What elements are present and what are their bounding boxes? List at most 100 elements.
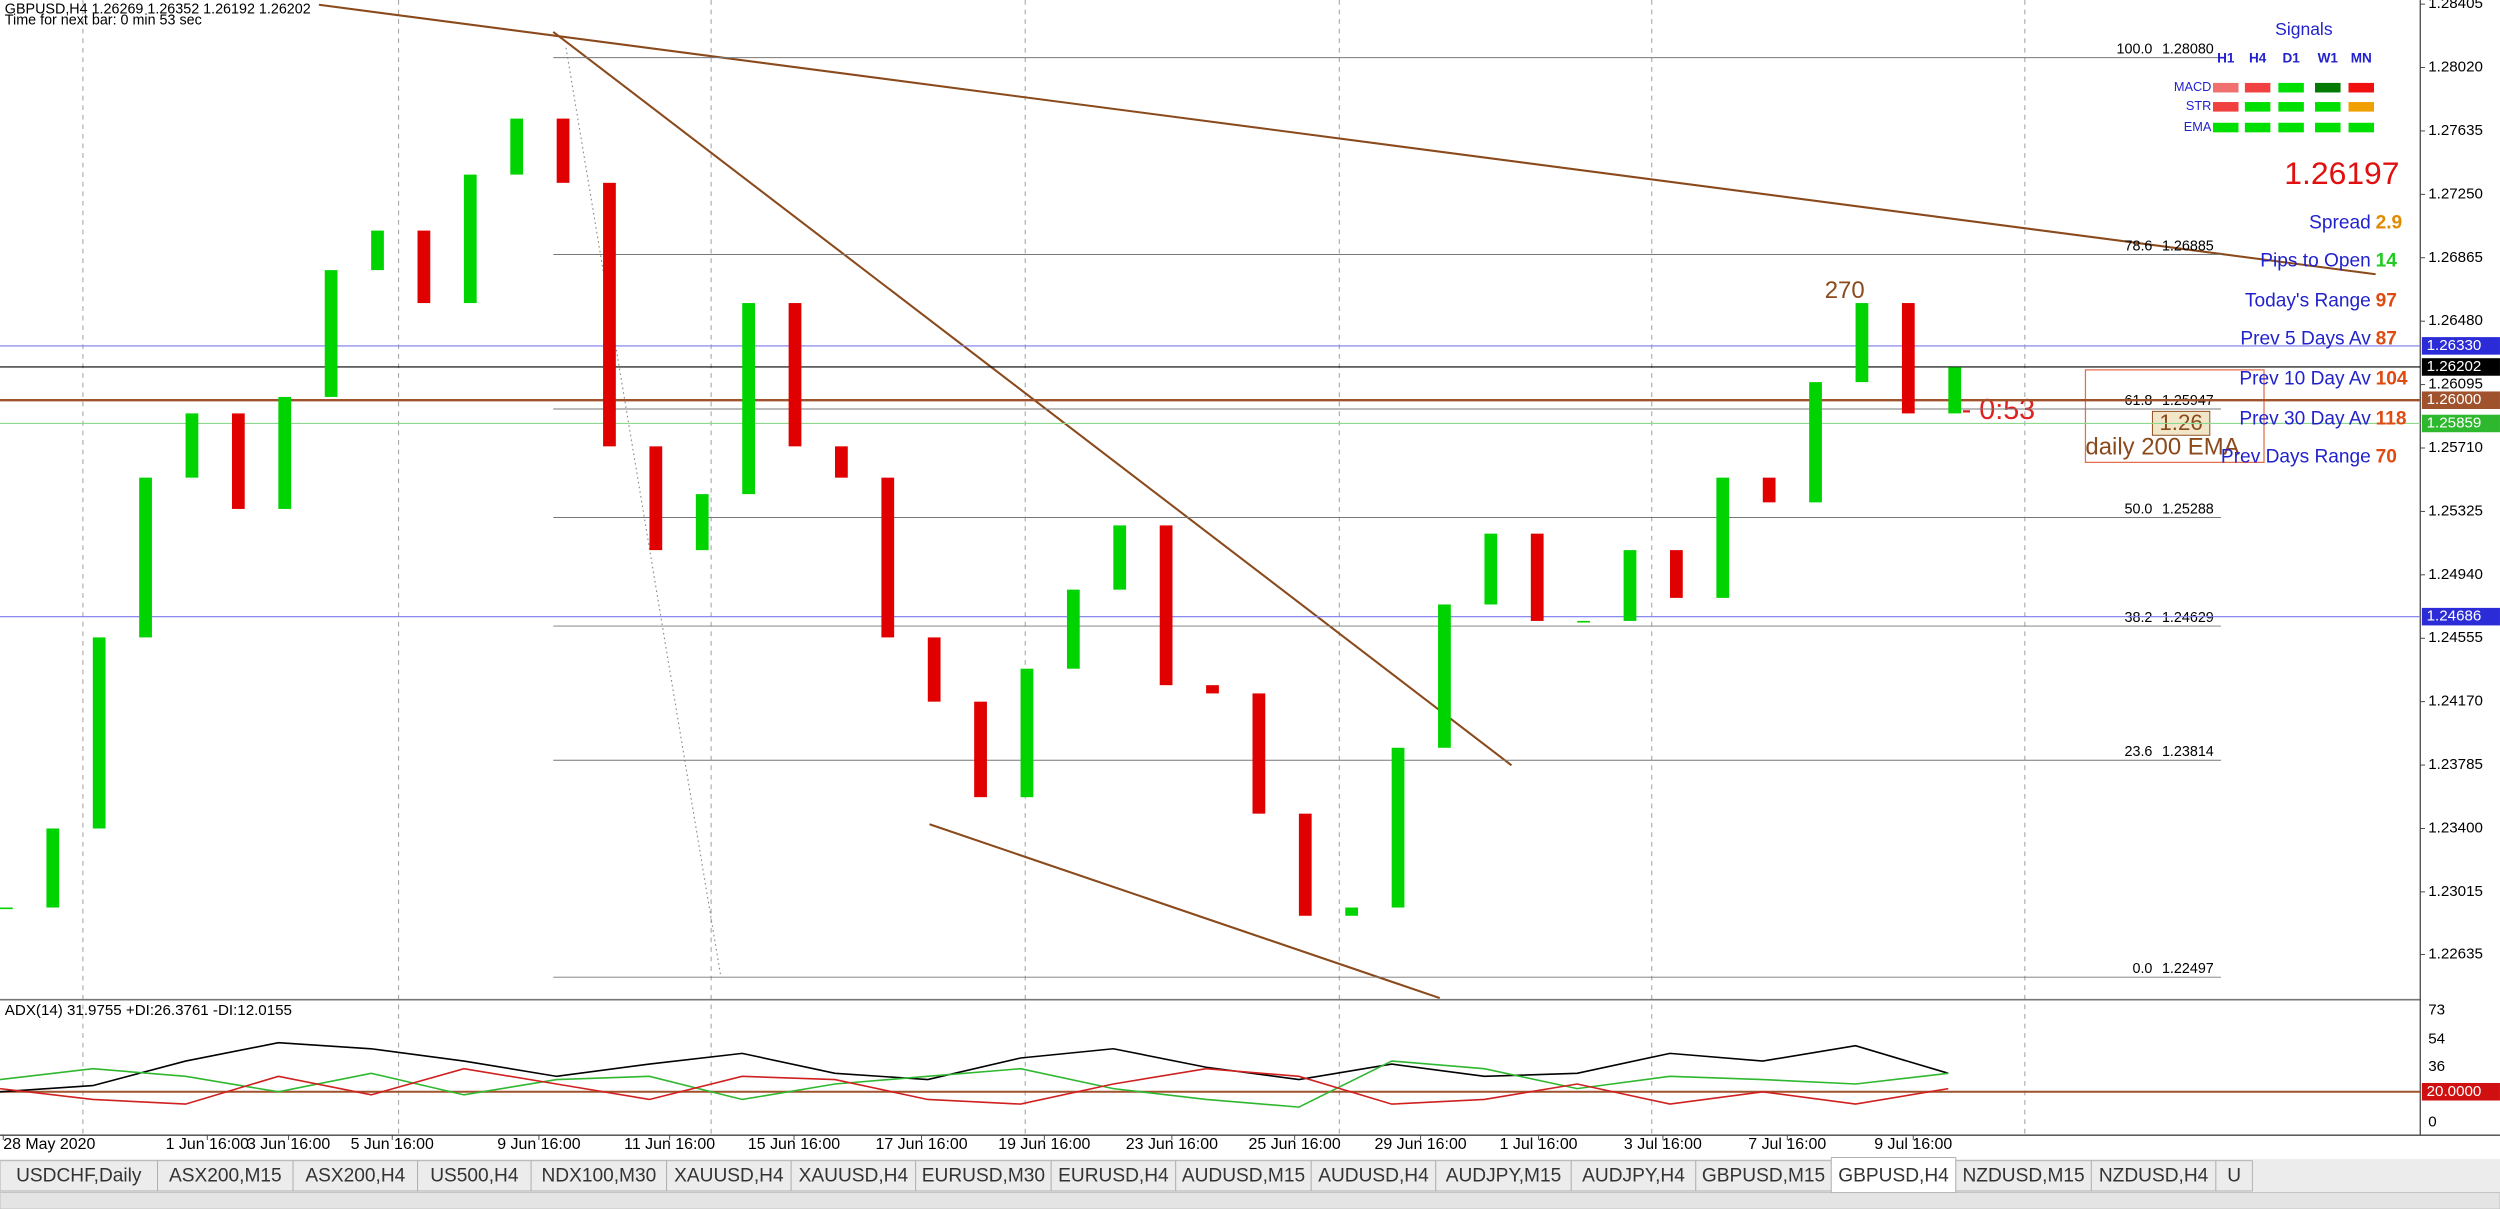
adx-tick-label: 73 <box>2428 1001 2445 1018</box>
date-label: 7 Jul 16:00 <box>1748 1136 1826 1153</box>
candle <box>1206 685 1219 694</box>
signal-cell <box>2278 82 2304 93</box>
candle <box>927 637 941 702</box>
adx-label: ADX(14) 31.9755 +DI:26.3761 -DI:12.0155 <box>5 1002 292 1019</box>
stat-value: 118 <box>2376 408 2407 429</box>
chart-tab-label[interactable]: EURUSD,M30 <box>922 1166 1045 1187</box>
candle <box>1252 693 1266 814</box>
candle <box>1716 477 1730 598</box>
candle <box>1113 525 1127 590</box>
signal-timeframe: MN <box>2351 51 2372 66</box>
adx-tick-label: 36 <box>2428 1058 2445 1075</box>
chart-tab-label[interactable]: NZDUSD,H4 <box>2099 1166 2209 1187</box>
price-tick-label: 1.23785 <box>2428 756 2483 773</box>
candle <box>92 637 106 829</box>
chart-tab[interactable] <box>417 1160 532 1192</box>
stat-label: Pips to Open <box>2260 251 2371 272</box>
candle <box>1159 525 1173 686</box>
candle <box>231 413 245 509</box>
signal-timeframe: H1 <box>2217 51 2235 66</box>
chart-tab[interactable] <box>2215 1160 2253 1192</box>
adx-tick-label: 54 <box>2428 1031 2445 1048</box>
date-label: 28 May 2020 <box>3 1136 95 1153</box>
price-marker-label: 1.26202 <box>2427 358 2482 375</box>
price-marker-label: 1.26000 <box>2427 391 2482 408</box>
candle <box>417 230 431 304</box>
chart-tab-label[interactable]: US500,H4 <box>430 1166 519 1187</box>
chart-tab-label[interactable]: GBPUSD,H4 <box>1838 1166 1949 1187</box>
chart-tab-label[interactable]: ASX200,M15 <box>169 1166 282 1187</box>
date-label: 11 Jun 16:00 <box>624 1136 715 1153</box>
chart-tab-label[interactable]: AUDJPY,M15 <box>1446 1166 1562 1187</box>
chart-tab-label[interactable]: EURUSD,H4 <box>1058 1166 1169 1187</box>
chart-tab[interactable] <box>0 1160 159 1192</box>
candle <box>324 270 338 397</box>
chart-tab[interactable] <box>1435 1160 1572 1192</box>
candle <box>1669 550 1683 598</box>
candle <box>1855 303 1869 383</box>
stat-label: Prev 30 Day Av <box>2239 408 2371 429</box>
status-bar <box>0 1192 2500 1209</box>
chart-tab-label[interactable]: USDCHF,Daily <box>16 1166 142 1187</box>
price-marker-box <box>2421 391 2500 410</box>
candle <box>1391 747 1405 908</box>
signal-timeframe: D1 <box>2282 51 2300 66</box>
chart-tab[interactable] <box>666 1160 792 1192</box>
chart-tab-label[interactable]: AUDUSD,H4 <box>1318 1166 1429 1187</box>
fib-price: 1.26885 <box>2162 238 2214 254</box>
signal-cell <box>2348 102 2375 112</box>
chart-tab-label[interactable]: GBPUSD,M15 <box>1702 1166 1825 1187</box>
date-label: 23 Jun 16:00 <box>1126 1136 1218 1153</box>
candle <box>1623 550 1637 621</box>
date-label: 29 Jun 16:00 <box>1375 1136 1467 1153</box>
fib-level: 100.0 <box>2117 41 2153 57</box>
signal-cell <box>2212 82 2239 93</box>
candle <box>278 396 292 509</box>
date-label: 5 Jun 16:00 <box>351 1136 434 1153</box>
stat-label: Prev Days Range <box>2221 447 2371 468</box>
chart-tab-label[interactable]: XAUUSD,H4 <box>674 1166 784 1187</box>
candle <box>1948 367 1962 414</box>
chart-tab[interactable] <box>1830 1157 1957 1194</box>
chart-tab[interactable] <box>157 1160 294 1192</box>
chart-tab-label[interactable]: U <box>2227 1166 2241 1187</box>
price-tick-label: 1.22635 <box>2428 945 2483 962</box>
signal-cell <box>2244 122 2271 133</box>
date-label: 15 Jun 16:00 <box>748 1136 840 1153</box>
chart-tab[interactable] <box>530 1160 668 1192</box>
signal-cell <box>2315 82 2341 93</box>
chart-tab[interactable] <box>1310 1160 1437 1192</box>
fib-level: 50.0 <box>2125 501 2153 517</box>
chart-tab-label[interactable]: NZDUSD,M15 <box>1962 1166 2084 1187</box>
chart-tab-label[interactable]: ASX200,H4 <box>305 1166 405 1187</box>
chart-tab[interactable] <box>1050 1160 1177 1192</box>
date-label: 1 Jul 16:00 <box>1500 1136 1578 1153</box>
chart-tab[interactable] <box>292 1160 419 1192</box>
chart-tab-label[interactable]: AUDJPY,H4 <box>1582 1166 1685 1187</box>
candle <box>1020 668 1034 798</box>
chart-tab[interactable] <box>790 1160 917 1192</box>
chart-tab[interactable] <box>1175 1160 1312 1192</box>
chart-tab-label[interactable]: AUDUSD,M15 <box>1182 1166 1305 1187</box>
trendlines <box>318 3 2376 1000</box>
candle <box>1345 907 1359 916</box>
ema-box <box>2084 369 2265 464</box>
date-label: 3 Jul 16:00 <box>1624 1136 1702 1153</box>
fib-price: 1.22497 <box>2162 961 2214 977</box>
stat-label: Prev 10 Day Av <box>2239 369 2371 390</box>
chart-tab[interactable] <box>915 1160 1052 1192</box>
adx-level-label: 20.0000 <box>2427 1083 2482 1100</box>
chart-tab-label[interactable]: NDX100,M30 <box>541 1166 656 1187</box>
price-tick-label: 1.24555 <box>2428 629 2483 646</box>
date-label: 19 Jun 16:00 <box>998 1136 1090 1153</box>
chart-tab[interactable] <box>1570 1160 1697 1192</box>
candle <box>695 494 709 551</box>
price-tick-label: 1.25325 <box>2428 502 2483 519</box>
chart-tab[interactable] <box>2090 1160 2217 1192</box>
signal-cell <box>2278 122 2304 133</box>
chart-tab-label[interactable]: XAUUSD,H4 <box>799 1166 909 1187</box>
candle <box>0 907 13 910</box>
candle <box>788 303 802 447</box>
candle <box>1484 533 1498 605</box>
